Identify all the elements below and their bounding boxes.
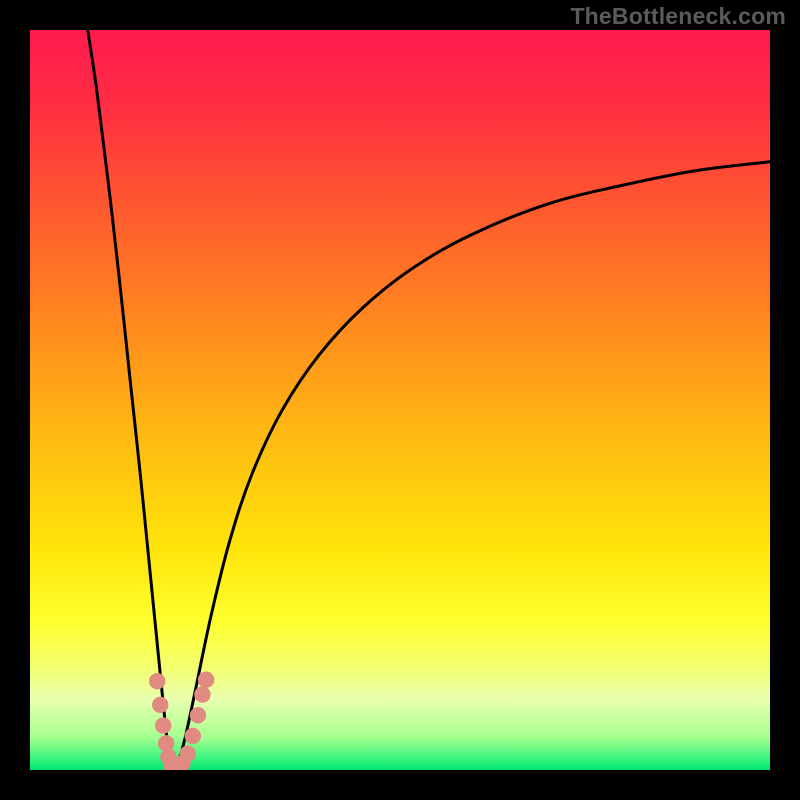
marker-dot [179, 746, 195, 762]
frame: TheBottleneck.com [0, 0, 800, 800]
marker-dot [198, 672, 214, 688]
marker-dot [185, 728, 201, 744]
marker-dot [190, 707, 206, 723]
plot-svg [30, 30, 770, 770]
marker-dot [194, 686, 210, 702]
marker-dot [155, 717, 171, 733]
plot-area [30, 30, 770, 770]
marker-dot [152, 697, 168, 713]
marker-dot [149, 673, 165, 689]
plot-background [30, 30, 770, 770]
watermark-text: TheBottleneck.com [570, 3, 786, 30]
